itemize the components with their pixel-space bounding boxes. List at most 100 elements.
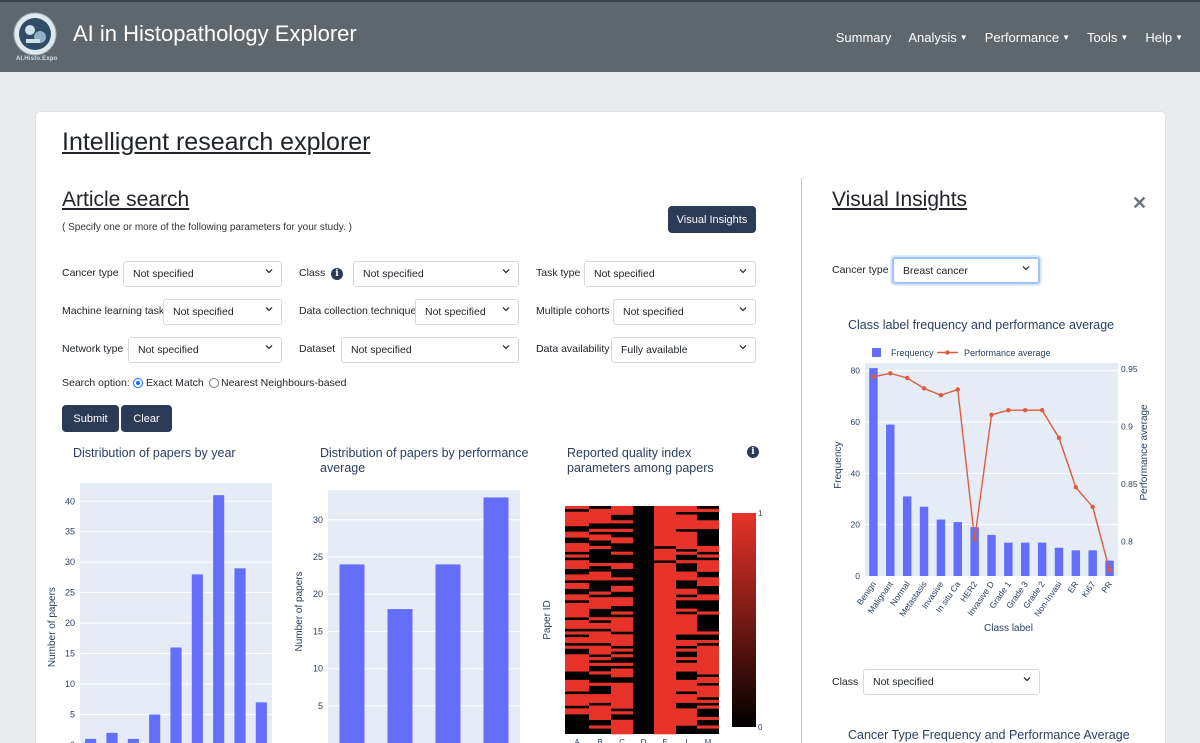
info-icon[interactable]: i: [747, 446, 759, 458]
bar: [387, 609, 413, 743]
heatmap-cell: [611, 602, 633, 607]
colorbar-max-label: 1: [758, 509, 763, 518]
heatmap-cell: [589, 639, 611, 644]
bar: [1004, 542, 1013, 576]
heatmap-cell: [676, 531, 697, 535]
submit-button[interactable]: Submit: [62, 405, 119, 432]
line-point: [938, 393, 944, 398]
heatmap-cell: [654, 665, 676, 669]
nav-help[interactable]: Help ▼: [1145, 29, 1183, 45]
class-select[interactable]: Not specified: [353, 261, 519, 287]
heatmap-cell: [697, 611, 719, 615]
heatmap-cell: [676, 525, 697, 530]
heatmap-cell: [565, 659, 589, 664]
nearest-neighbours-radio[interactable]: [209, 378, 219, 388]
heatmap-cell: [654, 631, 676, 635]
heatmap-cell: [589, 537, 611, 541]
heatmap-cell: [565, 682, 589, 686]
y-tick-label: 80: [851, 366, 861, 376]
heatmap-cell: [589, 600, 611, 604]
nav-analysis[interactable]: Analysis ▼: [908, 29, 968, 45]
visual-insights-button[interactable]: Visual Insights: [668, 206, 756, 233]
heatmap-cell: [589, 571, 611, 575]
line-point: [1023, 408, 1028, 413]
heatmap-cell: [654, 674, 676, 678]
nearest-neighbours-label[interactable]: Nearest Neighbours-based: [221, 377, 347, 389]
search-option-label: Search option:: [62, 377, 130, 389]
nav-tools[interactable]: Tools ▼: [1087, 29, 1129, 45]
bar: [234, 568, 246, 743]
heatmap-cell: [589, 725, 611, 729]
line-point: [1107, 568, 1112, 573]
y-tick-label: 0: [70, 740, 75, 743]
exact-match-label[interactable]: Exact Match: [146, 377, 204, 389]
heatmap-cell: [565, 545, 589, 550]
x-axis-label: Class label: [984, 623, 1033, 634]
heatmap-cell: [676, 719, 697, 723]
exact-match-radio[interactable]: [133, 378, 143, 388]
heatmap-cell: [565, 622, 589, 626]
heatmap-cell: [589, 705, 611, 709]
insights-class-select[interactable]: Not specified: [863, 669, 1040, 695]
y-tick-label: 30: [65, 557, 75, 567]
y-tick-label: 60: [851, 417, 861, 427]
heatmap-cell: [676, 543, 697, 547]
nav-performance[interactable]: Performance ▼: [984, 29, 1071, 45]
app-logo[interactable]: [13, 12, 57, 56]
heatmap-cell: [654, 639, 676, 644]
info-icon[interactable]: i: [331, 268, 343, 280]
heatmap-cell: [697, 525, 719, 530]
multiple-cohorts-select[interactable]: Not specified: [613, 299, 756, 325]
heatmap-cell: [676, 620, 697, 624]
bar: [869, 368, 878, 576]
ml-task-select[interactable]: Not specified: [163, 299, 282, 325]
heatmap-cell: [565, 688, 589, 692]
nav-summary[interactable]: Summary: [835, 29, 892, 45]
heatmap-cell: [654, 605, 676, 609]
data-collection-select[interactable]: Not specified: [415, 299, 519, 325]
heatmap-cell: [697, 508, 719, 512]
y-axis-label: Frequency: [833, 442, 844, 489]
bar: [149, 714, 161, 743]
heatmap-cell: [697, 639, 719, 644]
y-tick-label: 10: [313, 664, 323, 674]
bar: [106, 732, 118, 743]
close-icon[interactable]: ✕: [1132, 193, 1148, 213]
heatmap-cell: [676, 545, 697, 550]
app-title[interactable]: AI in Histopathology Explorer: [73, 21, 357, 46]
heatmap-cell: [611, 585, 633, 589]
heatmap-cell: [565, 520, 589, 524]
dataset-select[interactable]: Not specified: [341, 337, 519, 363]
heatmap-cell: [654, 651, 676, 655]
heatmap-cell: [697, 565, 719, 569]
heatmap-cell: [611, 719, 633, 723]
heatmap-cell: [654, 679, 676, 683]
heatmap-cell: [565, 614, 589, 618]
heatmap-cell: [654, 534, 676, 538]
heatmap-cell: [654, 520, 676, 524]
heatmap-cell: [611, 722, 633, 726]
x-tick-label: Ki67: [1079, 579, 1097, 599]
heatmap-cell: [654, 511, 676, 515]
heatmap-cell: [565, 563, 589, 567]
heatmap-cell: [611, 694, 633, 698]
line-point: [972, 536, 977, 542]
cancer-type-select[interactable]: Not specified: [123, 261, 282, 287]
network-type-select[interactable]: Not specified: [128, 337, 282, 363]
x-tick-label: M: [705, 738, 712, 743]
heatmap-cell: [676, 540, 697, 544]
heatmap-cell: [565, 662, 589, 666]
heatmap-cell: [654, 577, 676, 581]
heatmap-cell: [654, 514, 676, 518]
data-availability-select[interactable]: Fully available: [611, 337, 756, 363]
task-type-select[interactable]: Not specified: [584, 261, 756, 287]
heatmap-cell: [565, 696, 589, 701]
insights-cancer-type-select[interactable]: Breast cancer: [892, 257, 1040, 284]
heatmap-cell: [654, 671, 676, 675]
heatmap-cell: [697, 594, 719, 598]
clear-button[interactable]: Clear: [121, 405, 172, 432]
bar: [1037, 542, 1047, 576]
heatmap-cell: [589, 631, 611, 635]
insights-class-label: Class: [832, 676, 859, 688]
heatmap-cell: [676, 534, 697, 538]
